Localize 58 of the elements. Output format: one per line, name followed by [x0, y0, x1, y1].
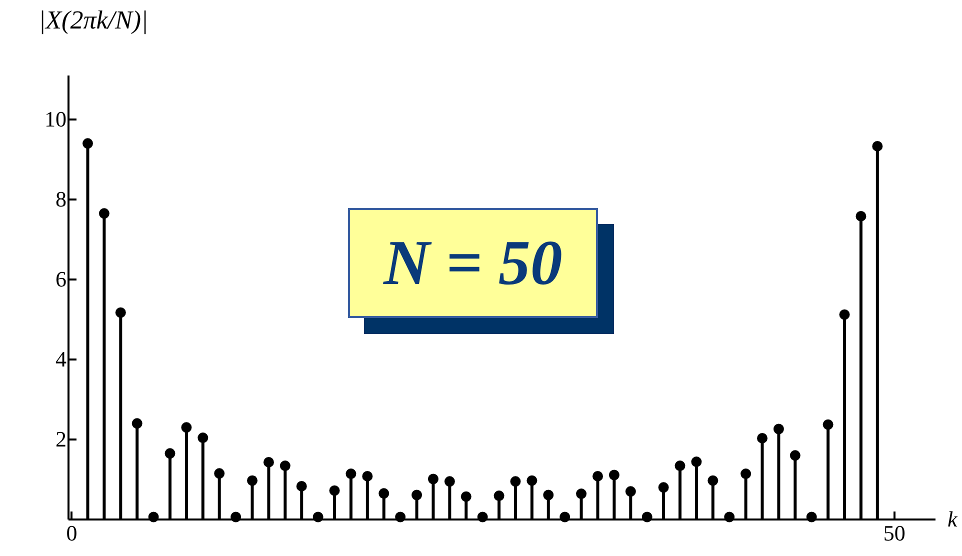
point: [263, 456, 274, 468]
point: [691, 456, 702, 468]
point: [510, 476, 521, 487]
point: [214, 468, 225, 479]
point: [740, 468, 752, 480]
point: [806, 512, 817, 522]
point: [132, 418, 142, 429]
point: [658, 482, 669, 493]
point: [526, 475, 538, 486]
point: [296, 480, 307, 492]
point: [543, 490, 554, 500]
point: [346, 468, 356, 480]
x-axis-title: k: [948, 506, 958, 532]
point: [757, 432, 768, 444]
point: [148, 512, 159, 522]
point: [312, 512, 324, 522]
point: [872, 140, 883, 152]
point: [198, 432, 208, 444]
point: [395, 512, 406, 522]
point: [790, 450, 800, 461]
point: [839, 309, 850, 320]
point: [412, 490, 422, 500]
point: [230, 512, 242, 522]
y-tick-label: 4: [56, 346, 66, 372]
x-tick-label: 0: [66, 520, 78, 546]
point: [378, 488, 390, 499]
y-tick-label: 8: [56, 186, 66, 212]
point: [362, 470, 373, 482]
point: [608, 470, 620, 480]
point: [460, 491, 472, 502]
x-tick-label: 50: [883, 520, 906, 546]
point: [592, 470, 603, 482]
point: [856, 210, 866, 222]
point: [115, 307, 126, 318]
point: [822, 419, 834, 430]
point: [674, 460, 686, 472]
point: [181, 422, 192, 433]
point: [247, 475, 258, 486]
point: [280, 460, 290, 472]
point: [98, 208, 110, 219]
point: [724, 512, 735, 522]
point: [625, 486, 636, 497]
point: [164, 448, 176, 459]
y-tick-label: 2: [56, 426, 66, 452]
y-tick-label: 6: [56, 266, 66, 292]
point: [329, 485, 340, 496]
y-axis-title: |X(2πk/N)|: [38, 6, 148, 34]
point: [708, 475, 718, 486]
point: [444, 476, 455, 487]
point: [494, 490, 504, 502]
point: [82, 138, 93, 149]
point: [560, 512, 570, 522]
point: [642, 512, 652, 522]
point: [576, 488, 587, 500]
y-tick-label: 10: [44, 106, 66, 132]
point: [428, 474, 438, 484]
point: [477, 512, 488, 522]
point: [773, 424, 784, 434]
